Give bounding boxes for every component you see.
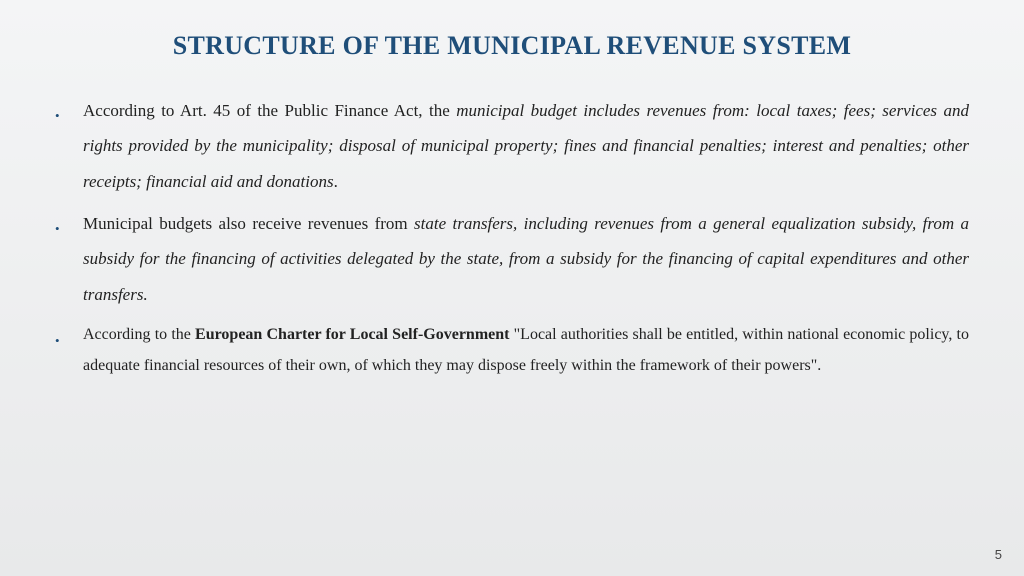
bullet-item: • Municipal budgets also receive revenue… bbox=[55, 206, 969, 313]
bullet-text: According to the European Charter for Lo… bbox=[83, 319, 969, 381]
bullet-lead: Municipal budgets also receive revenues … bbox=[83, 214, 414, 233]
bullet-bold: European Charter for Local Self-Governme… bbox=[195, 326, 509, 343]
page-number: 5 bbox=[995, 547, 1002, 562]
bullet-tail: . bbox=[334, 172, 338, 191]
slide-body: • According to Art. 45 of the Public Fin… bbox=[55, 93, 969, 382]
bullet-lead: According to the bbox=[83, 326, 195, 343]
slide-title: STRUCTURE OF THE MUNICIPAL REVENUE SYSTE… bbox=[55, 30, 969, 63]
bullet-dot-icon: • bbox=[55, 93, 83, 200]
bullet-dot-icon: • bbox=[55, 319, 83, 381]
bullet-text: According to Art. 45 of the Public Finan… bbox=[83, 93, 969, 200]
bullet-dot-icon: • bbox=[55, 206, 83, 313]
bullet-item: • According to the European Charter for … bbox=[55, 319, 969, 381]
bullet-text: Municipal budgets also receive revenues … bbox=[83, 206, 969, 313]
bullet-lead: According to Art. 45 of the Public Finan… bbox=[83, 101, 456, 120]
slide: STRUCTURE OF THE MUNICIPAL REVENUE SYSTE… bbox=[0, 0, 1024, 576]
bullet-italic: municipal budget includes revenues from:… bbox=[456, 101, 831, 120]
bullet-item: • According to Art. 45 of the Public Fin… bbox=[55, 93, 969, 200]
